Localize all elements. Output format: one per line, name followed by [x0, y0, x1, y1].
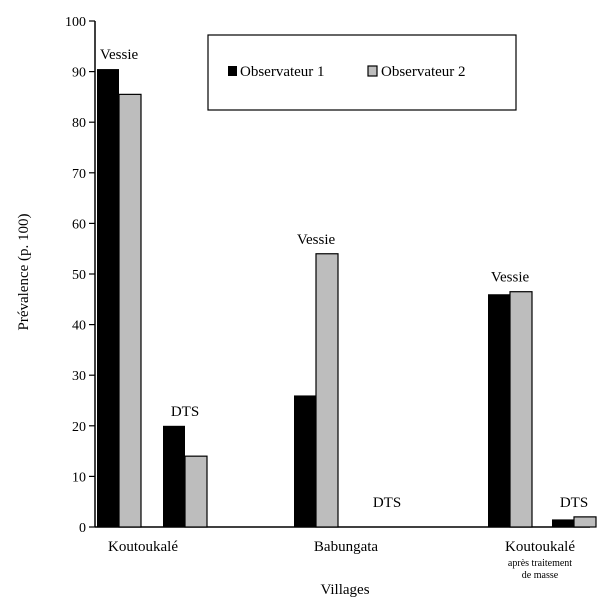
legend: Observateur 1 Observateur 2 — [207, 34, 517, 111]
x-tick-label: Babungata — [314, 539, 378, 555]
y-tick-label: 20 — [72, 420, 86, 435]
x-tick-sublabel: après traitement — [508, 558, 572, 569]
y-tick-label: 10 — [72, 470, 86, 485]
bar-observateur-1 — [488, 294, 510, 527]
bar-observateur-2 — [184, 455, 208, 528]
bar-observateur-1 — [163, 425, 185, 527]
y-tick-label: 90 — [72, 66, 86, 81]
bar-group-label: Vessie — [491, 270, 530, 286]
bar-observateur-1 — [294, 395, 316, 527]
bars — [97, 69, 597, 528]
y-tick-label: 30 — [72, 369, 86, 384]
bar-observateur-2 — [315, 253, 339, 528]
bar-observateur-2 — [509, 291, 533, 528]
y-tick-label: 80 — [72, 116, 86, 131]
bar-group-label: Vessie — [297, 232, 336, 248]
x-axis-label: Villages — [320, 582, 369, 598]
axes: 0 10 20 30 40 50 60 70 80 90 100 Koutoukalé Babungat… — [65, 15, 590, 581]
y-tick-label: 60 — [72, 217, 86, 232]
legend-swatch-observateur-2 — [367, 65, 378, 77]
legend-label-observateur-2: Observateur 2 — [381, 64, 466, 80]
legend-label-observateur-1: Observateur 1 — [240, 64, 325, 80]
bar-group-label: DTS — [171, 404, 199, 420]
legend-box — [207, 34, 517, 111]
x-tick-label: Koutoukalé — [505, 539, 575, 555]
bar-group-label: DTS — [373, 495, 401, 511]
x-tick-label: Koutoukalé — [108, 539, 178, 555]
bar-observateur-1 — [97, 69, 119, 527]
bar-observateur-1 — [552, 519, 574, 527]
bar-observateur-2 — [118, 93, 142, 528]
legend-swatch-observateur-1 — [228, 66, 237, 76]
y-tick-label: 100 — [65, 15, 86, 30]
x-tick-sublabel: de masse — [522, 570, 559, 581]
annotations: Vessie DTS Vessie DTS Vessie DTS — [100, 47, 588, 511]
y-axis-label: Prévalence (p. 100) — [16, 213, 32, 330]
bar-group-label: DTS — [560, 495, 588, 511]
y-tick-label: 40 — [72, 319, 86, 334]
bar-group-label: Vessie — [100, 47, 139, 63]
y-tick-label: 50 — [72, 268, 86, 283]
y-tick-label: 70 — [72, 167, 86, 182]
bar-observateur-2 — [573, 516, 597, 528]
y-tick-label: 0 — [79, 521, 86, 536]
